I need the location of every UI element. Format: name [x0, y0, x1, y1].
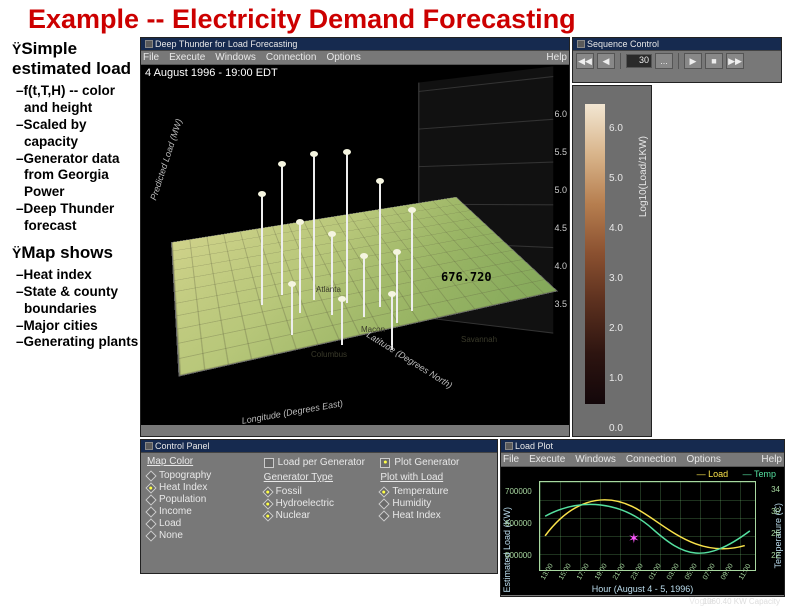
seq-frame-field[interactable]: 30	[626, 54, 652, 68]
capacity-caption: 1060.40 KW Capacity	[703, 597, 780, 606]
colorbar-window: 6.05.04.03.02.01.00.0 Log10(Load/1KW)	[572, 85, 652, 437]
x-axis-label: Longitude (Degrees East)	[241, 398, 344, 425]
radio-option[interactable]: Income	[147, 506, 258, 517]
bullet-item: –State & county boundaries	[24, 284, 140, 318]
generator-pin[interactable]	[313, 155, 315, 300]
seq-toolbar: ◀◀◀ 30... ▶■▶▶	[573, 51, 781, 71]
menu-item[interactable]: Options	[326, 52, 360, 63]
text-sidebar: ŸSimple estimated load –f(t,T,H) -- colo…	[0, 37, 140, 577]
lc-titlebar[interactable]: Load Plot	[501, 440, 784, 453]
colorbar-label: Log10(Load/1KW)	[638, 136, 649, 217]
checkbox-option[interactable]: Load per Generator	[264, 457, 375, 468]
viewer-titlebar[interactable]: Deep Thunder for Load Forecasting	[141, 38, 569, 51]
timestamp: 4 August 1996 - 19:00 EDT	[145, 67, 278, 79]
radio-option[interactable]: Population	[147, 494, 258, 505]
seq-titlebar[interactable]: Sequence Control	[573, 38, 781, 51]
z-axis-label: Latitude (Degrees North)	[365, 330, 454, 391]
generator-pin[interactable]	[299, 223, 301, 313]
seq-button[interactable]: ▶	[684, 53, 702, 69]
generator-pin[interactable]	[281, 165, 283, 295]
lc-canvas[interactable]: — Load — Temp ✶ Estimated Load (KW) Temp…	[501, 467, 784, 595]
bullet-item: –Deep Thunder forecast	[24, 201, 140, 235]
window-menu-icon[interactable]	[577, 40, 585, 48]
radio-option[interactable]: Hydroelectric	[264, 498, 375, 509]
generator-pin[interactable]	[331, 235, 333, 315]
window-menu-icon[interactable]	[145, 442, 153, 450]
section2-head: ŸMap shows	[12, 243, 140, 263]
radio-option[interactable]: Humidity	[380, 498, 491, 509]
colorbar-gradient	[585, 104, 605, 404]
radio-option[interactable]: Topography	[147, 470, 258, 481]
screenshot-composite: Deep Thunder for Load Forecasting File Ex…	[140, 37, 788, 577]
radio-option[interactable]: Nuclear	[264, 510, 375, 521]
viewer-menubar[interactable]: File Execute Windows Connection Options Help	[141, 51, 569, 65]
seq-button[interactable]: ◀◀	[576, 53, 594, 69]
lc-xlabel: Hour (August 4 - 5, 1996)	[501, 584, 784, 594]
window-menu-icon[interactable]	[505, 442, 513, 450]
bullet-item: –Major cities	[24, 318, 140, 335]
lc-plot-area: ✶	[539, 481, 756, 571]
generator-pin[interactable]	[261, 195, 263, 305]
ctl-col-subhead: Generator Type	[264, 472, 375, 483]
menu-item[interactable]: Execute	[169, 52, 205, 63]
y-axis-label: Predicted Load (MW)	[148, 118, 184, 202]
ctl-col-subhead: Plot with Load	[380, 472, 491, 483]
radio-option[interactable]: Fossil	[264, 486, 375, 497]
sequence-control-window: Sequence Control ◀◀◀ 30... ▶■▶▶	[572, 37, 782, 83]
marker-star-icon: ✶	[628, 530, 640, 547]
menu-item[interactable]: Execute	[529, 454, 565, 465]
generator-pin[interactable]	[363, 257, 365, 317]
menu-item[interactable]: File	[143, 52, 159, 63]
seq-button[interactable]: ■	[705, 53, 723, 69]
slide-title: Example -- Electricity Demand Forecastin…	[0, 0, 788, 37]
section1-head: ŸSimple estimated load	[12, 39, 140, 79]
radio-option[interactable]: Heat Index	[380, 510, 491, 521]
bullet-item: –Generating plants	[24, 334, 140, 351]
view3d-canvas[interactable]: 4 August 1996 - 19:00 EDT 6.05.55.04.54.…	[141, 65, 569, 425]
generator-pin[interactable]	[346, 153, 348, 303]
generator-pin[interactable]	[396, 253, 398, 323]
city-label: Atlanta	[316, 285, 341, 294]
viewer-window: Deep Thunder for Load Forecasting File Ex…	[140, 37, 570, 437]
radio-option[interactable]: Temperature	[380, 486, 491, 497]
bullet-item: –Heat index	[24, 267, 140, 284]
colorbar-ticks: 6.05.04.03.02.01.00.0	[609, 104, 623, 454]
radio-option[interactable]: None	[147, 530, 258, 541]
seq-button[interactable]: ▶▶	[726, 53, 744, 69]
bullet-item: –Generator data from Georgia Power	[24, 151, 140, 202]
menu-item[interactable]: File	[503, 454, 519, 465]
radio-option[interactable]: Load	[147, 518, 258, 529]
radio-option[interactable]: Heat Index	[147, 482, 258, 493]
window-menu-icon[interactable]	[145, 40, 153, 48]
bullet-item: –Scaled by capacity	[24, 117, 140, 151]
generator-pin[interactable]	[379, 182, 381, 307]
menu-item[interactable]: Connection	[626, 454, 677, 465]
menu-item[interactable]: Windows	[215, 52, 256, 63]
city-label: Macon	[361, 325, 385, 334]
linechart-window: Load Plot File Execute Windows Connection Op…	[500, 439, 785, 597]
checkbox-option[interactable]: Plot Generator	[380, 457, 491, 468]
value-readout: 676.720	[441, 270, 492, 284]
menu-help[interactable]: Help	[761, 454, 782, 465]
menu-help[interactable]: Help	[546, 52, 567, 63]
seq-more-button[interactable]: ...	[655, 53, 673, 69]
menu-item[interactable]: Connection	[266, 52, 317, 63]
bullet-item: –f(t,T,H) -- color and height	[24, 83, 140, 117]
lc-menubar[interactable]: File Execute Windows Connection Options Help	[501, 453, 784, 467]
generator-pin[interactable]	[341, 300, 343, 345]
ctl-col-head: Map Color	[147, 456, 258, 467]
generator-pin[interactable]	[291, 285, 293, 335]
menu-item[interactable]: Windows	[575, 454, 616, 465]
lc-legend: — Load — Temp	[697, 469, 776, 479]
ctl-titlebar[interactable]: Control Panel	[141, 440, 497, 453]
generator-pin[interactable]	[411, 211, 413, 311]
city-label: Columbus	[311, 350, 347, 359]
seq-button[interactable]: ◀	[597, 53, 615, 69]
menu-item[interactable]: Options	[686, 454, 720, 465]
city-label: Savannah	[461, 335, 497, 344]
control-panel-window: Control Panel Map ColorTopographyHeat In…	[140, 439, 498, 574]
